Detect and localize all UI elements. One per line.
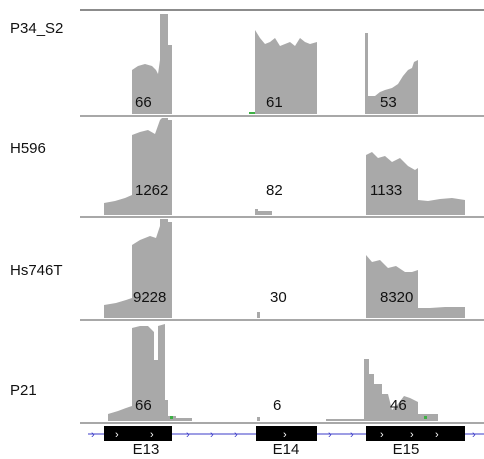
read-count: 46 <box>390 397 407 414</box>
read-count: 9228 <box>133 289 166 306</box>
exon-label-e15: E15 <box>392 441 420 458</box>
exon-e14 <box>256 426 317 441</box>
exon-e15 <box>366 426 465 441</box>
track-label-p21: P21 <box>10 382 37 399</box>
read-count: 1262 <box>135 182 168 199</box>
coverage-e13 <box>108 324 192 421</box>
coverage-e13 <box>104 118 172 215</box>
read-count: 8320 <box>380 289 413 306</box>
track-label-hs746t: Hs746T <box>10 262 63 279</box>
strand-arrow-icon: › <box>115 429 119 441</box>
strand-arrow-icon: › <box>410 429 414 441</box>
exon-label-e14: E14 <box>272 441 300 458</box>
track-p34-s2: 66 61 53 <box>115 14 418 114</box>
strand-arrow-icon: › <box>283 429 287 441</box>
strand-arrow-icon: › <box>435 429 439 441</box>
coverage-e15 <box>366 255 465 318</box>
coverage-e13 <box>115 14 172 114</box>
coverage-e15 <box>366 152 465 215</box>
gene-model: › › › › › › › › › › › › › <box>88 426 484 441</box>
track-p21: 66 6 46 <box>108 324 438 421</box>
strand-arrow-icon: › <box>210 429 214 441</box>
coverage-e14 <box>257 312 260 318</box>
exon-label-e13: E13 <box>132 441 160 458</box>
strand-arrow-icon: › <box>472 429 476 441</box>
strand-arrow-icon: › <box>328 429 332 441</box>
read-count: 82 <box>266 182 283 199</box>
coverage-e14 <box>255 209 258 215</box>
strand-arrow-icon: › <box>91 429 95 441</box>
coverage-e13 <box>104 219 172 318</box>
track-label-p34-s2: P34_S2 <box>10 20 64 37</box>
read-count: 30 <box>270 289 287 306</box>
read-count: 53 <box>380 94 397 111</box>
strand-arrow-icon: › <box>380 429 384 441</box>
read-count: 6 <box>273 397 281 414</box>
read-count: 66 <box>135 94 152 111</box>
read-count: 66 <box>135 397 152 414</box>
mismatch-mark <box>424 416 427 419</box>
read-count: 61 <box>266 94 283 111</box>
mismatch-mark <box>249 112 255 114</box>
coverage-e15 <box>326 359 438 421</box>
track-label-h596: H596 <box>10 140 46 157</box>
track-h596: 1262 82 1133 <box>104 118 465 215</box>
strand-arrow-icon: › <box>186 429 190 441</box>
coverage-e14 <box>255 30 317 114</box>
coverage-e14 <box>257 417 260 421</box>
read-count: 1133 <box>370 182 402 199</box>
coverage-e15 <box>365 33 418 114</box>
mismatch-mark <box>170 416 173 419</box>
strand-arrow-icon: › <box>234 429 238 441</box>
strand-arrow-icon: › <box>350 429 354 441</box>
coverage-e14 <box>258 211 272 215</box>
exon-e13 <box>104 426 172 441</box>
track-hs746t: 9228 30 8320 <box>104 219 465 318</box>
strand-arrow-icon: › <box>150 429 154 441</box>
